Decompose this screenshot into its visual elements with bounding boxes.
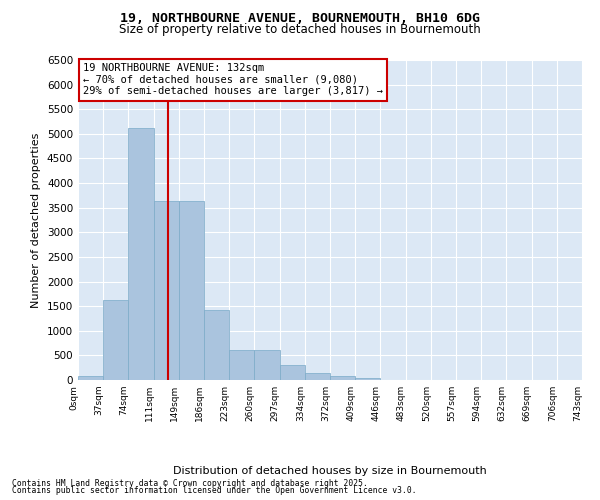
Bar [128,128,154,380]
Y-axis label: Number of detached properties: Number of detached properties [31,132,41,308]
Bar [305,374,330,380]
Bar [179,202,204,380]
Text: Contains HM Land Registry data © Crown copyright and database right 2025.: Contains HM Land Registry data © Crown c… [12,478,368,488]
Bar [154,202,179,380]
Bar [355,378,380,380]
Bar [229,350,254,380]
Bar [204,310,229,380]
Bar [330,376,355,380]
Text: 19, NORTHBOURNE AVENUE, BOURNEMOUTH, BH10 6DG: 19, NORTHBOURNE AVENUE, BOURNEMOUTH, BH1… [120,12,480,26]
Bar [78,376,103,380]
Bar [103,300,128,380]
Bar [254,350,280,380]
X-axis label: Distribution of detached houses by size in Bournemouth: Distribution of detached houses by size … [173,466,487,475]
Text: 19 NORTHBOURNE AVENUE: 132sqm
← 70% of detached houses are smaller (9,080)
29% o: 19 NORTHBOURNE AVENUE: 132sqm ← 70% of d… [83,63,383,96]
Bar [280,365,305,380]
Text: Size of property relative to detached houses in Bournemouth: Size of property relative to detached ho… [119,22,481,36]
Text: Contains public sector information licensed under the Open Government Licence v3: Contains public sector information licen… [12,486,416,495]
